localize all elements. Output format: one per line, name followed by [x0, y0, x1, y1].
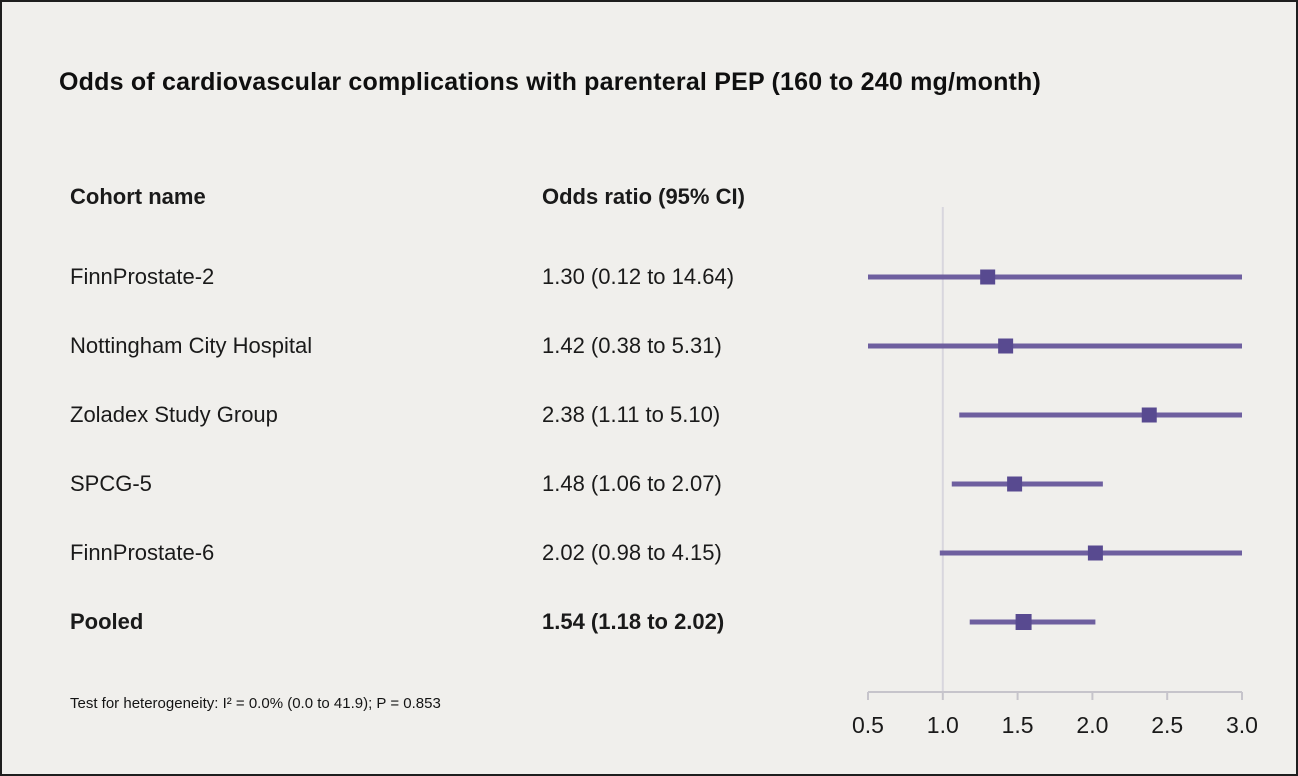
estimate-marker [1007, 476, 1023, 492]
cohort-name: FinnProstate-6 [70, 540, 215, 565]
tick-label: 1.5 [1002, 712, 1034, 738]
table-row: FinnProstate-2 1.30 (0.12 to 14.64) [2, 243, 862, 312]
odds-ratio-value: 2.38 (1.11 to 5.10) [542, 402, 721, 427]
table-row: Nottingham City Hospital 1.42 (0.38 to 5… [2, 312, 862, 381]
tick-label: 1.0 [927, 712, 959, 738]
odds-ratio-value: 1.30 (0.12 to 14.64) [542, 264, 735, 289]
column-header-odds: Odds ratio (95% CI) [542, 184, 745, 209]
table-row: Pooled 1.54 (1.18 to 2.02) [2, 588, 862, 657]
tick-label: 3.0 [1226, 712, 1258, 738]
cohort-name: Nottingham City Hospital [70, 333, 313, 358]
cohort-name: Pooled [70, 609, 144, 634]
odds-ratio-value: 1.42 (0.38 to 5.31) [542, 333, 722, 358]
estimate-marker [998, 338, 1014, 354]
odds-ratio-value: 2.02 (0.98 to 4.15) [542, 540, 722, 565]
tick-label: 2.0 [1076, 712, 1108, 738]
estimate-marker [980, 269, 996, 285]
chart-title: Odds of cardiovascular complications wit… [59, 68, 1042, 96]
cohort-name: Zoladex Study Group [70, 402, 278, 427]
table-row: FinnProstate-6 2.02 (0.98 to 4.15) [2, 519, 862, 588]
tick-label: 0.5 [852, 712, 884, 738]
tick-label: 2.5 [1151, 712, 1183, 738]
column-header-cohort: Cohort name [70, 184, 206, 209]
estimate-marker [1141, 407, 1157, 423]
odds-ratio-value: 1.48 (1.06 to 2.07) [542, 471, 722, 496]
odds-ratio-value: 1.54 (1.18 to 2.02) [542, 609, 725, 634]
estimate-marker [1015, 614, 1032, 630]
cohort-name: SPCG-5 [70, 471, 152, 496]
table-row: Zoladex Study Group 2.38 (1.11 to 5.10) [2, 381, 862, 450]
cohort-name: FinnProstate-2 [70, 264, 215, 289]
heterogeneity-note: Test for heterogeneity: I² = 0.0% (0.0 t… [70, 695, 441, 712]
table-row: SPCG-5 1.48 (1.06 to 2.07) [2, 450, 862, 519]
estimate-marker [1087, 545, 1103, 561]
